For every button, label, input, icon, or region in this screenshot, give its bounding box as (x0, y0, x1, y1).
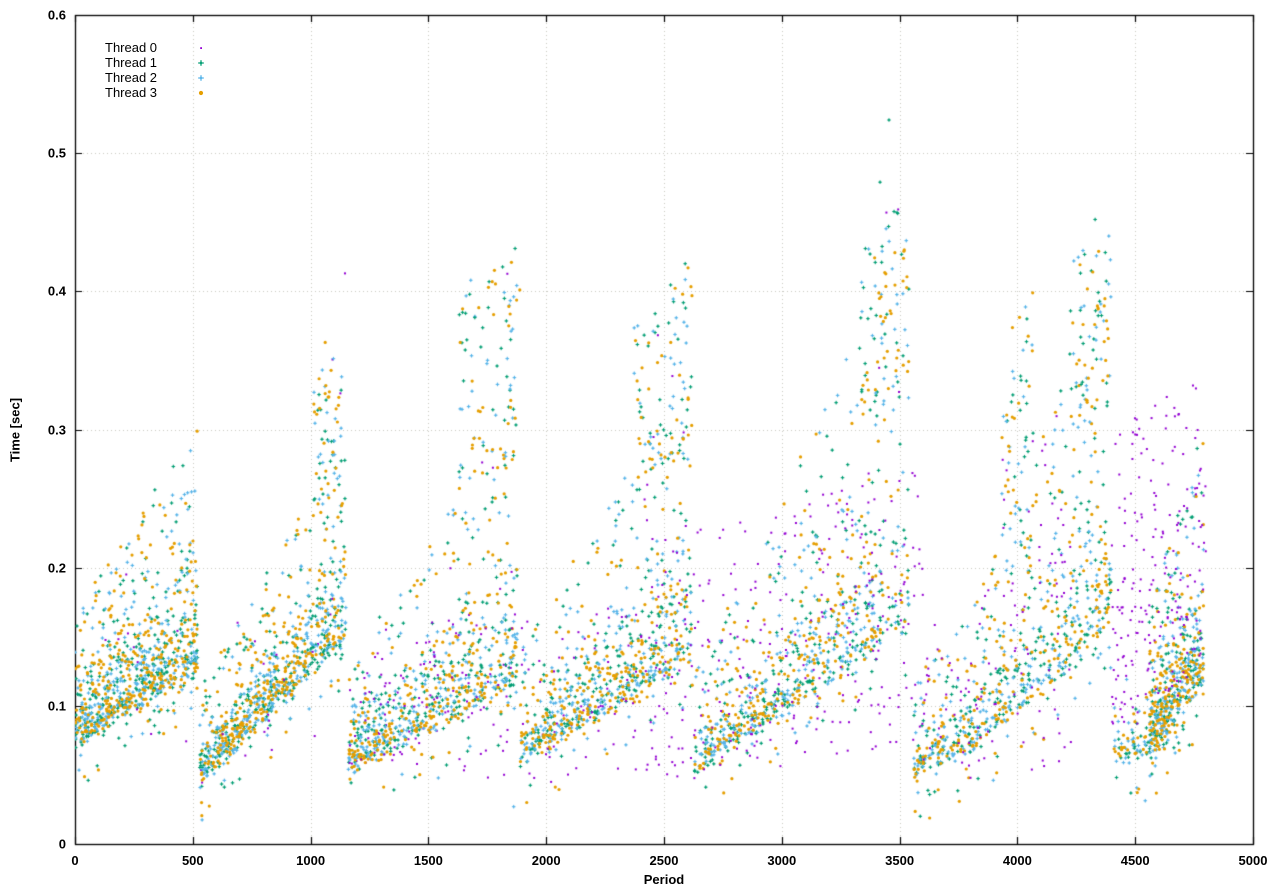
legend-label: Thread 2 (105, 70, 158, 85)
legend-row-thread-3: Thread 3 (105, 85, 207, 100)
x-tick-label: 3000 (767, 853, 797, 868)
x-tick-label: 2000 (531, 853, 561, 868)
legend-label: Thread 3 (105, 85, 158, 100)
legend: Thread 0 Thread 1 Thread 2 Thread 3 (105, 40, 207, 100)
x-axis-title: Period (643, 872, 685, 887)
legend-row-thread-2: Thread 2 (105, 70, 207, 85)
y-tick-label: 0 (58, 836, 66, 852)
legend-row-thread-0: Thread 0 (105, 40, 207, 55)
plus-marker-icon (198, 74, 204, 81)
y-tick-label: 0.3 (47, 422, 66, 437)
y-tick-label: 0.4 (47, 283, 66, 299)
x-tick-label: 3500 (885, 853, 915, 868)
plus-marker-icon (198, 59, 204, 66)
legend-row-thread-1: Thread 1 (105, 55, 207, 70)
x-tick-label: 4000 (1002, 853, 1032, 868)
x-tick-label: 2500 (649, 853, 679, 868)
x-tick-label: 4500 (1120, 853, 1150, 868)
circle-marker-icon (198, 90, 204, 95)
x-tick-label: 500 (181, 853, 204, 868)
legend-label: Thread 1 (105, 55, 158, 70)
y-tick-label: 0.5 (47, 145, 66, 161)
x-tick-label: 1500 (413, 853, 443, 868)
y-tick-label: 0.1 (47, 698, 66, 714)
x-tick-label: 1000 (296, 853, 326, 868)
y-tick-label: 0.6 (47, 7, 66, 23)
dot-marker-icon (200, 46, 202, 49)
y-tick-label: 0.2 (47, 560, 66, 576)
x-tick-label: 0 (71, 853, 79, 868)
legend-label: Thread 0 (105, 40, 158, 55)
x-tick-label: 5000 (1238, 853, 1268, 868)
